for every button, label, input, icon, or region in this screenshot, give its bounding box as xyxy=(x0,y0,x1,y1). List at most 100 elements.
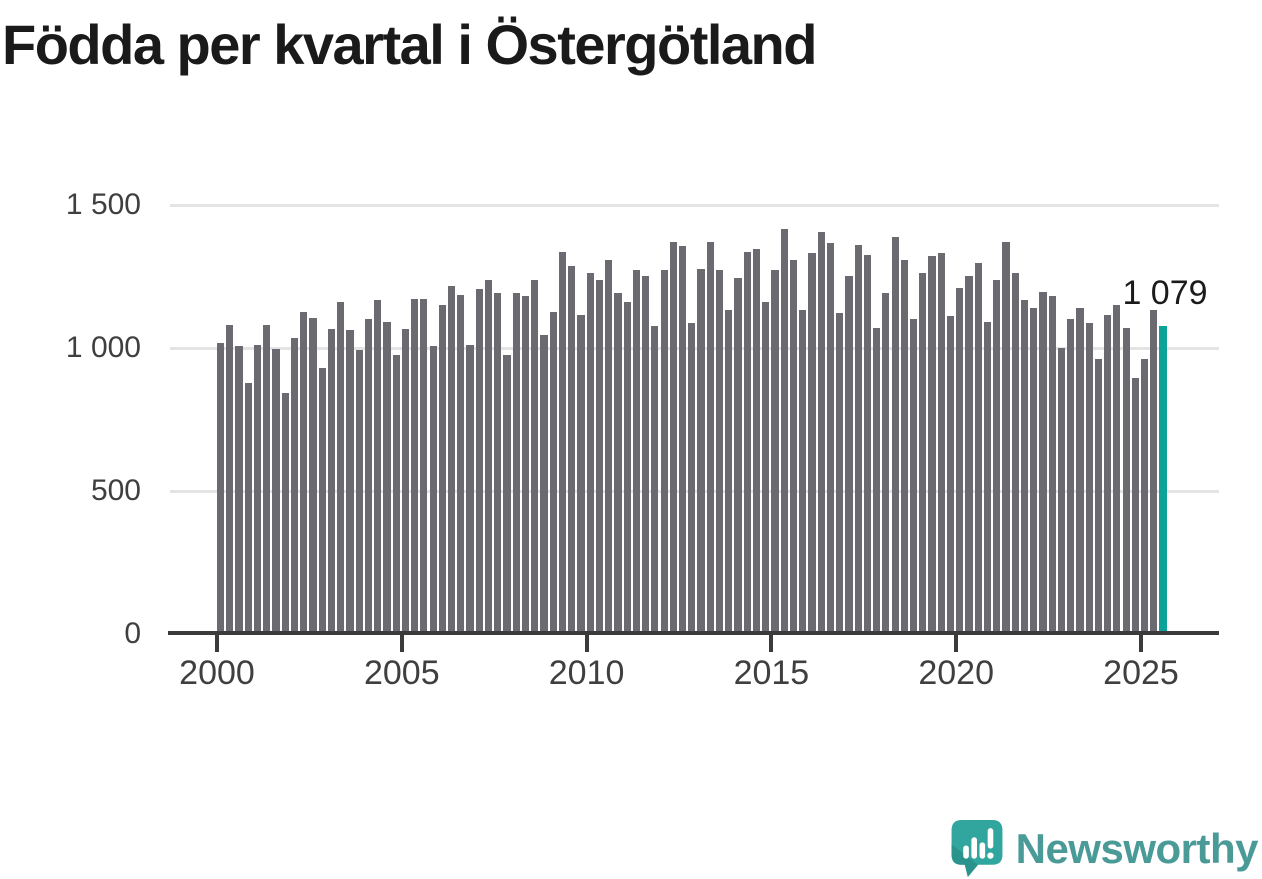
bar-2013Q2 xyxy=(706,242,714,635)
bar-2011Q2 xyxy=(632,270,640,635)
bar-2005Q3 xyxy=(420,299,428,635)
y-tick-label-1000: 1 000 xyxy=(65,331,141,364)
bar-2017Q1 xyxy=(845,276,853,635)
bar-2014Q1 xyxy=(734,278,742,635)
bar-2006Q2 xyxy=(448,286,456,635)
bar-2017Q3 xyxy=(863,255,871,635)
bar-2022Q3 xyxy=(1048,296,1056,635)
bar-2003Q3 xyxy=(346,330,354,635)
bar-2007Q1 xyxy=(475,289,483,635)
bar-2004Q1 xyxy=(364,319,373,635)
bar-2011Q1 xyxy=(623,302,631,635)
bar-2008Q4 xyxy=(540,335,548,635)
bar-2005Q4 xyxy=(429,346,437,635)
bar-2016Q2 xyxy=(817,232,825,635)
bar-2012Q3 xyxy=(679,246,687,635)
bar-2019Q1 xyxy=(919,273,927,635)
bar-2019Q2 xyxy=(928,256,936,635)
bar-2015Q1 xyxy=(771,270,779,635)
bar-2002Q4 xyxy=(318,368,326,635)
bar-2021Q1 xyxy=(993,280,1001,635)
y-tick-label-1500: 1 500 xyxy=(65,188,141,221)
x-tick-label-2010: 2010 xyxy=(548,654,625,692)
bar-2002Q2 xyxy=(300,312,308,635)
bar-2010Q1 xyxy=(586,273,594,635)
bar-2007Q4 xyxy=(503,355,511,635)
bar-2020Q4 xyxy=(983,322,992,635)
bar-2020Q2 xyxy=(965,276,973,635)
bar-2009Q2 xyxy=(558,252,567,635)
bar-2009Q1 xyxy=(549,312,557,635)
bar-2016Q1 xyxy=(808,253,816,635)
bar-2005Q2 xyxy=(411,299,419,635)
bar-2023Q1 xyxy=(1067,319,1075,635)
x-tick-2025 xyxy=(1139,635,1143,652)
bar-2019Q4 xyxy=(946,316,955,635)
highlighted-bar xyxy=(1159,326,1167,635)
bar-2008Q2 xyxy=(521,296,530,635)
bar-2004Q2 xyxy=(374,300,382,635)
bar-2020Q1 xyxy=(956,288,964,635)
x-tick-2000 xyxy=(215,635,219,652)
bar-2011Q3 xyxy=(642,276,650,635)
bar-2024Q1 xyxy=(1104,315,1112,635)
bar-2000Q4 xyxy=(244,383,252,635)
bar-2020Q3 xyxy=(974,263,982,635)
bar-2001Q2 xyxy=(263,325,271,635)
bar-2001Q3 xyxy=(272,349,280,635)
bar-2022Q1 xyxy=(1030,308,1038,635)
bar-2014Q4 xyxy=(762,302,770,635)
x-tick-label-2020: 2020 xyxy=(918,654,994,692)
bar-2024Q3 xyxy=(1122,328,1130,635)
bar-2004Q3 xyxy=(383,322,391,635)
bar-2023Q4 xyxy=(1094,359,1102,635)
newsworthy-logo[interactable]: Newsworthy xyxy=(951,820,1259,877)
bar-2018Q1 xyxy=(882,293,890,635)
bar-2024Q4 xyxy=(1131,378,1139,635)
bar-2017Q2 xyxy=(854,245,862,635)
bar-2013Q1 xyxy=(697,269,705,635)
bar-2015Q3 xyxy=(789,260,798,635)
bar-2010Q3 xyxy=(605,260,613,635)
bar-2010Q4 xyxy=(614,293,622,635)
bar-2000Q2 xyxy=(226,325,234,635)
x-tick-2015 xyxy=(769,635,774,652)
bar-2014Q3 xyxy=(752,249,761,635)
bar-2012Q1 xyxy=(660,270,668,635)
bar-2000Q3 xyxy=(235,346,243,635)
bar-2009Q3 xyxy=(568,266,576,635)
y-tick-label-0: 0 xyxy=(124,617,141,650)
bar-2004Q4 xyxy=(392,355,400,635)
bar-2021Q3 xyxy=(1011,273,1019,635)
bar-2023Q2 xyxy=(1076,308,1084,635)
bar-2001Q1 xyxy=(253,345,262,635)
bar-2008Q3 xyxy=(531,280,539,635)
bar-2013Q3 xyxy=(715,270,724,635)
bar-2006Q4 xyxy=(466,345,474,635)
gridline-1500 xyxy=(170,203,1219,207)
bar-2005Q1 xyxy=(401,329,409,635)
bar-2024Q2 xyxy=(1113,305,1121,635)
bar-2003Q4 xyxy=(355,350,363,635)
bar-2016Q3 xyxy=(826,243,835,635)
chart-title: Födda per kvartal i Östergötland xyxy=(2,13,817,76)
bar-2000Q1 xyxy=(217,343,225,635)
x-tick-label-2000: 2000 xyxy=(179,654,255,692)
bar-2002Q1 xyxy=(290,338,299,635)
bar-2025Q1 xyxy=(1141,359,1149,635)
bar-2008Q1 xyxy=(512,293,520,635)
bar-2017Q4 xyxy=(873,328,881,635)
bar-2025Q2 xyxy=(1150,310,1158,635)
x-tick-2020 xyxy=(954,635,959,652)
newsworthy-logo-icon xyxy=(951,820,1003,877)
bar-2016Q4 xyxy=(836,313,844,635)
bar-2007Q2 xyxy=(484,280,493,635)
bar-2018Q2 xyxy=(891,237,899,635)
bar-2021Q2 xyxy=(1002,242,1010,635)
x-tick-2010 xyxy=(584,635,589,652)
bar-2002Q3 xyxy=(309,318,317,635)
bar-2015Q2 xyxy=(780,229,788,635)
bar-2014Q2 xyxy=(743,252,751,635)
